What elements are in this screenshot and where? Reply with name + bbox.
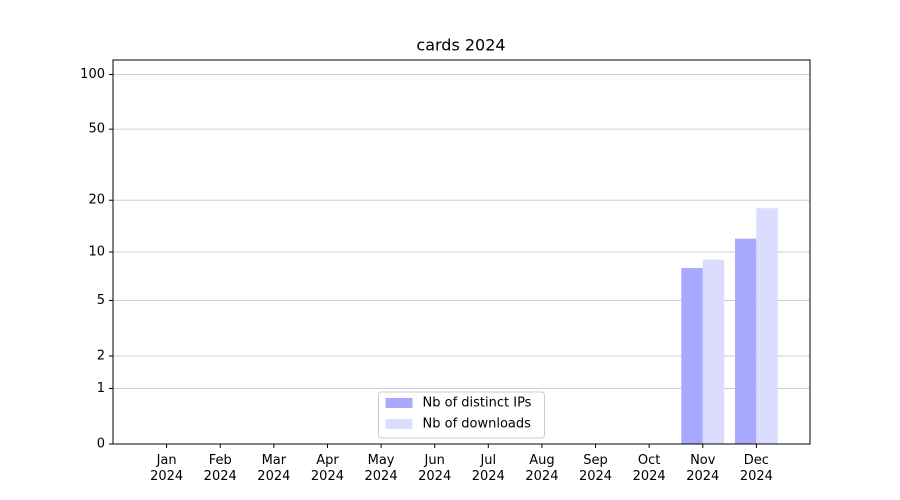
legend-label: Nb of downloads [423,417,532,432]
legend-label: Nb of distinct IPs [423,396,532,411]
x-tick-label: Aug 2024 [525,453,559,484]
legend-swatch [385,419,413,429]
y-tick-label: 10 [88,245,105,260]
legend-box [378,391,545,439]
x-tick-label: Dec 2024 [739,453,773,484]
x-tick-label: Jul 2024 [471,453,505,484]
y-tick-label: 2 [97,349,105,364]
x-tick-label: Oct 2024 [632,453,666,484]
x-tick-label: Nov 2024 [686,453,720,484]
bar [756,208,778,444]
x-tick-label: Jan 2024 [150,453,184,484]
legend-swatch [385,398,413,408]
bar [702,259,725,444]
grid [113,73,810,445]
x-tick-label: Feb 2024 [203,453,237,484]
x-tick-label: May 2024 [364,453,398,484]
legend: Nb of distinct IPs Nb of downloads [378,391,545,439]
y-tick-label: 50 [88,122,105,137]
x-tick-label: Apr 2024 [310,453,344,484]
x-tick-label: Jun 2024 [418,453,452,484]
y-tick-label: 5 [97,293,105,308]
y-tick-label: 100 [80,67,105,82]
x-tick-label: Mar 2024 [257,453,291,484]
y-tick-label: 1 [97,381,105,396]
plot-frame [112,59,811,445]
x-tick-label: Sep 2024 [578,453,613,484]
chart-title: cards 2024 [416,36,505,55]
bar [681,268,703,444]
y-tick-label: 0 [97,437,105,452]
bar [734,238,757,444]
y-tick-label: 20 [88,193,105,208]
